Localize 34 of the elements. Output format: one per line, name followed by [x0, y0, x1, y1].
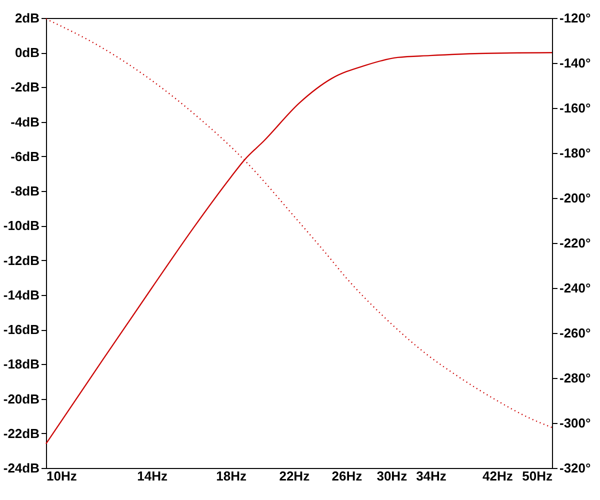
y2-tick-label: -320° [560, 460, 591, 476]
y2-tick-label: -160° [560, 100, 591, 116]
x-tick-label: 14Hz [137, 468, 168, 484]
y2-tick-label: -120° [560, 10, 591, 26]
y-tick-label: -4dB [10, 114, 40, 130]
x-tick-label: 50Hz [522, 468, 553, 484]
y2-tick-label: -280° [560, 370, 591, 386]
y-tick-label: -24dB [3, 460, 40, 476]
y2-tick-label: -140° [560, 56, 591, 70]
x-tick-label: 10Hz [46, 468, 78, 484]
x-tick-label: 22Hz [279, 468, 310, 484]
x-tick-label: 18Hz [216, 468, 247, 484]
y-tick-label: 0dB [14, 45, 40, 60]
y-tick-label: -16dB [3, 322, 40, 338]
y2-tick-label: -260° [560, 326, 591, 340]
y-tick-label: -20dB [3, 391, 40, 406]
y-tick-label: -10dB [3, 218, 40, 234]
y2-tick-label: -200° [560, 190, 591, 206]
y-tick-label: -6dB [10, 148, 40, 164]
y-tick-label: -12dB [3, 252, 40, 268]
y-tick-label: 2dB [14, 10, 40, 26]
x-tick-label: 34Hz [416, 468, 447, 484]
x-tick-label: 42Hz [482, 468, 514, 484]
y2-tick-label: -240° [560, 280, 591, 296]
y2-tick-label: -300° [560, 416, 591, 430]
y-tick-label: -8dB [10, 184, 40, 199]
y-tick-label: -2dB [10, 80, 40, 95]
x-tick-label: 26Hz [332, 468, 363, 484]
y-tick-label: -14dB [3, 287, 40, 302]
y-tick-label: -18dB [3, 356, 40, 372]
y2-tick-label: -180° [560, 146, 591, 160]
y-tick-label: -22dB [3, 426, 40, 441]
y2-tick-label: -220° [560, 236, 591, 250]
x-tick-label: 30Hz [376, 468, 408, 484]
